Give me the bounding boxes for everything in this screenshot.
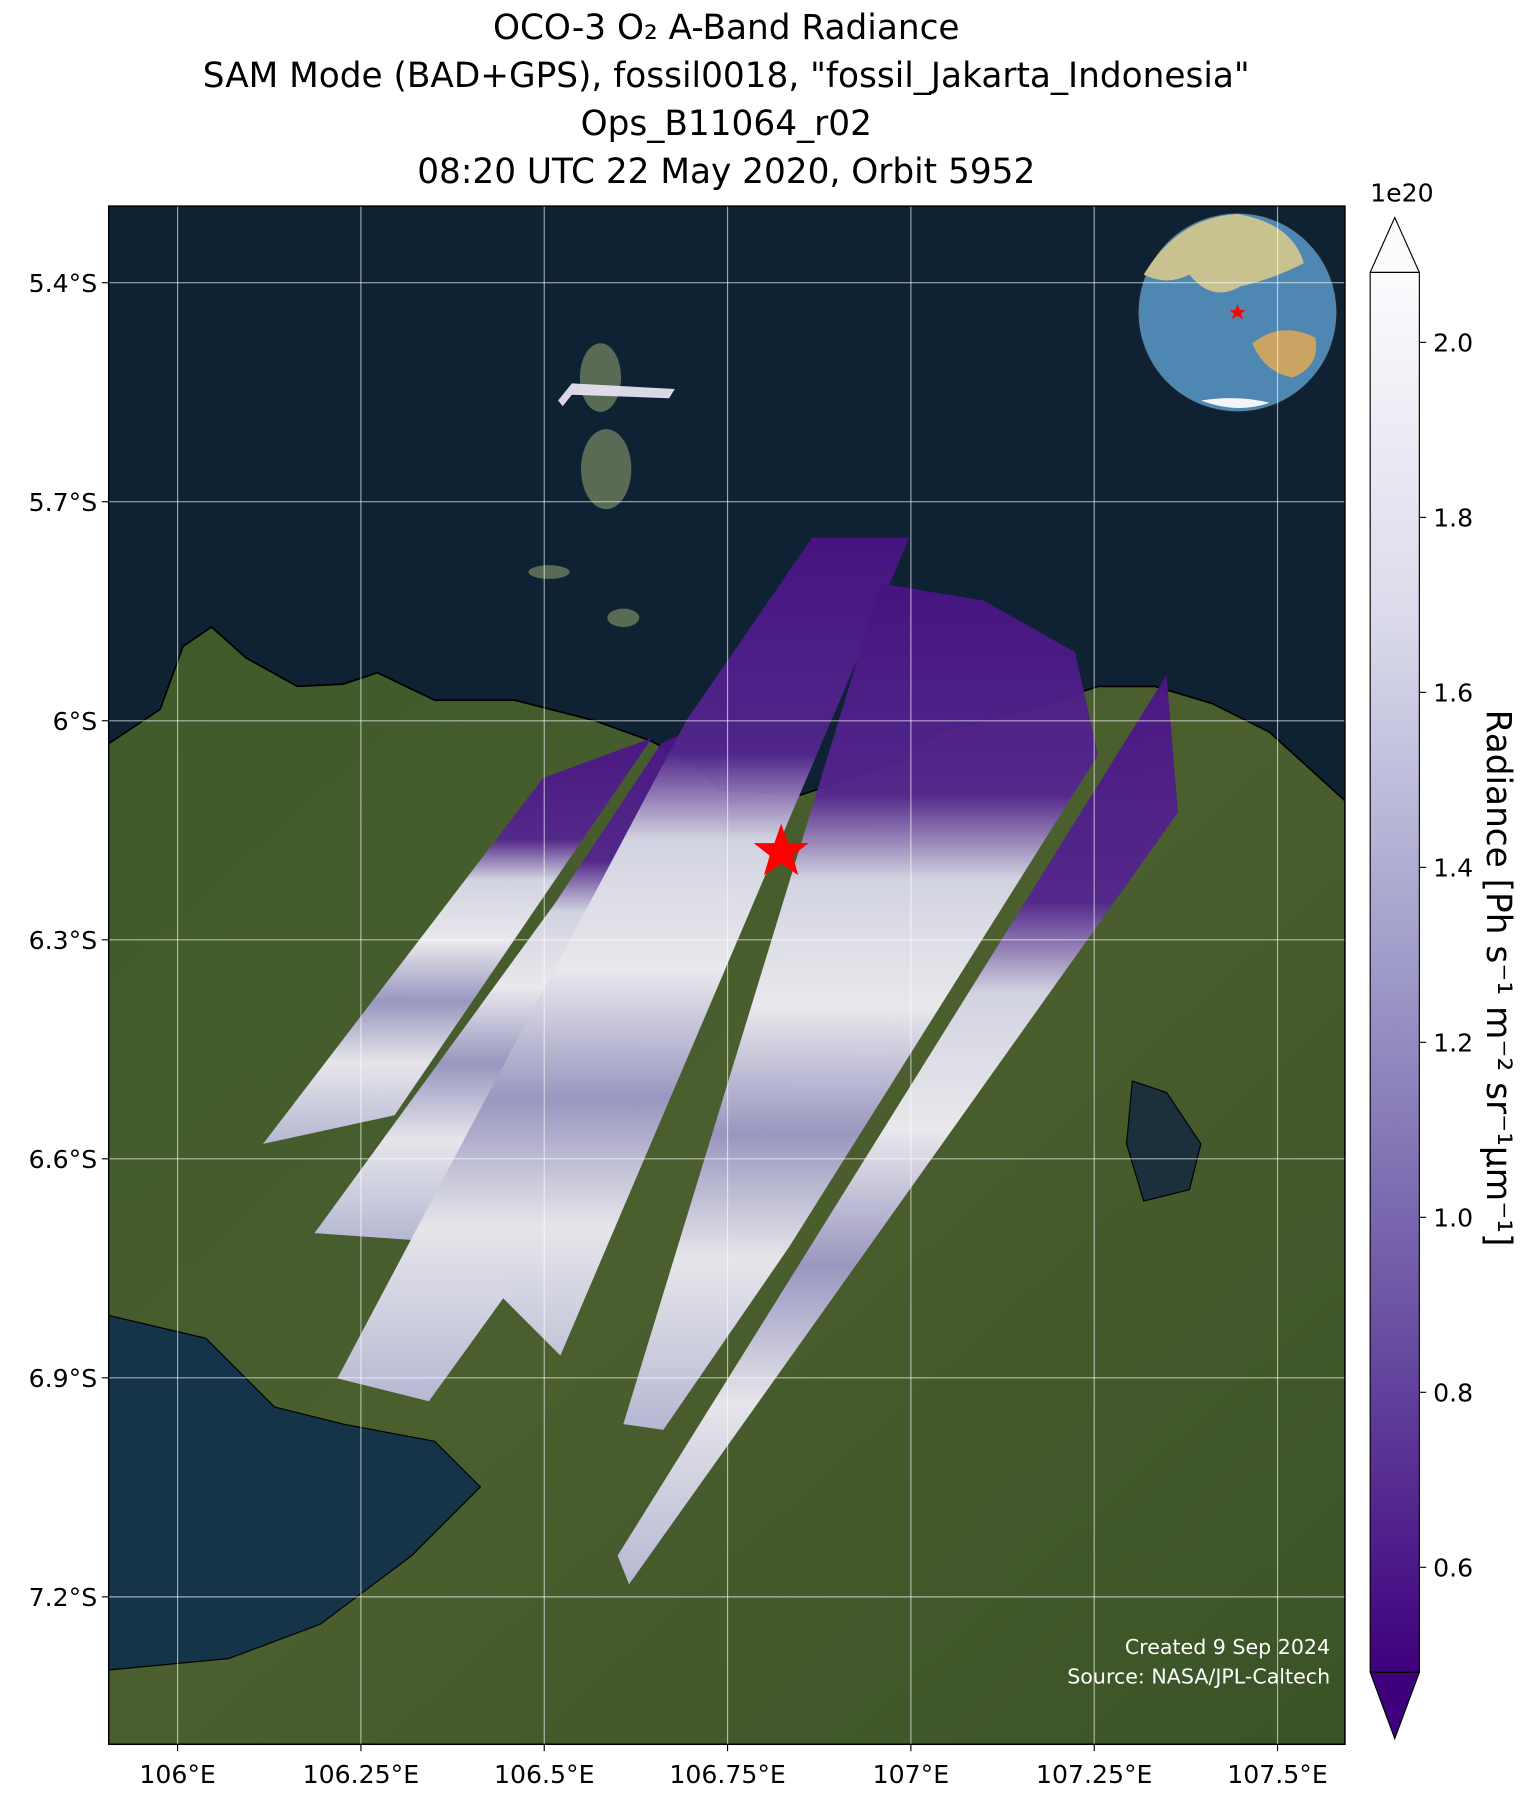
colorbar-tick-label: 0.6 bbox=[1433, 1553, 1473, 1582]
y-tick-label: 6.9°S bbox=[29, 1364, 98, 1393]
x-tick-label: 106.75°E bbox=[669, 1760, 786, 1789]
y-tick-label: 7.2°S bbox=[29, 1583, 98, 1612]
y-tick-label: 6°S bbox=[53, 707, 98, 736]
credit: Source: NASA/JPL-Caltech bbox=[1067, 1665, 1330, 1689]
y-tick-label: 5.7°S bbox=[29, 488, 98, 517]
radiance-swaths bbox=[263, 383, 1179, 1585]
colorbar-tick-label: 1.0 bbox=[1433, 1203, 1473, 1232]
colorbar-tick-label: 2.0 bbox=[1433, 329, 1473, 358]
map-frame bbox=[107, 205, 1346, 1746]
swath bbox=[558, 383, 675, 407]
swath bbox=[314, 734, 681, 1242]
y-tick-label: 6.6°S bbox=[29, 1145, 98, 1174]
bay bbox=[108, 1314, 482, 1671]
colorbar-frame bbox=[1369, 271, 1420, 1673]
colorbar-label: Radiance [Ph s⁻¹ m⁻² sr⁻¹μm⁻¹] bbox=[1478, 710, 1518, 1247]
colorbar-extend-bottom bbox=[1369, 1671, 1421, 1741]
colorbar-tick-label: 1.2 bbox=[1433, 1028, 1473, 1057]
swath bbox=[337, 537, 910, 1402]
x-tick-label: 107.5°E bbox=[1227, 1760, 1328, 1789]
reservoir bbox=[1125, 1080, 1202, 1202]
grid bbox=[108, 206, 1346, 1745]
title-line: SAM Mode (BAD+GPS), fossil0018, "fossil_… bbox=[203, 56, 1250, 96]
title-line: OCO-3 O₂ A-Band Radiance bbox=[493, 8, 960, 48]
colorbar-tick-label: 1.8 bbox=[1433, 504, 1473, 533]
y-tick-label: 6.3°S bbox=[29, 926, 98, 955]
title-line: 08:20 UTC 22 May 2020, Orbit 5952 bbox=[417, 152, 1035, 192]
colorbar-tick-label: 0.8 bbox=[1433, 1378, 1473, 1407]
colorbar: 0.6 0.8 1.0 1.2 1.4 1.6 1.8 2.0 bbox=[1369, 216, 1473, 1741]
x-tick-label: 107.25°E bbox=[1036, 1760, 1153, 1789]
y-tick-label: 5.4°S bbox=[29, 269, 98, 298]
swath bbox=[617, 674, 1179, 1585]
globe-inset bbox=[1137, 212, 1338, 413]
swath bbox=[623, 583, 1098, 1430]
x-tick-label: 106.25°E bbox=[303, 1760, 420, 1789]
target-star bbox=[753, 823, 809, 876]
x-tick-label: 107°E bbox=[873, 1760, 950, 1789]
x-tick-label: 106°E bbox=[139, 1760, 216, 1789]
colorbar-offset: 1e20 bbox=[1370, 178, 1434, 207]
colorbar-extend-top bbox=[1369, 216, 1421, 273]
map-area bbox=[108, 206, 1346, 1745]
colorbar-tick-label: 1.6 bbox=[1433, 679, 1473, 708]
credit: Created 9 Sep 2024 bbox=[1125, 1635, 1330, 1659]
swath bbox=[263, 737, 652, 1144]
title-line: Ops_B11064_r02 bbox=[581, 104, 872, 144]
x-tick-label: 106.5°E bbox=[494, 1760, 594, 1789]
colorbar-tick-label: 1.4 bbox=[1433, 853, 1473, 882]
colorbar-body bbox=[1370, 272, 1420, 1673]
